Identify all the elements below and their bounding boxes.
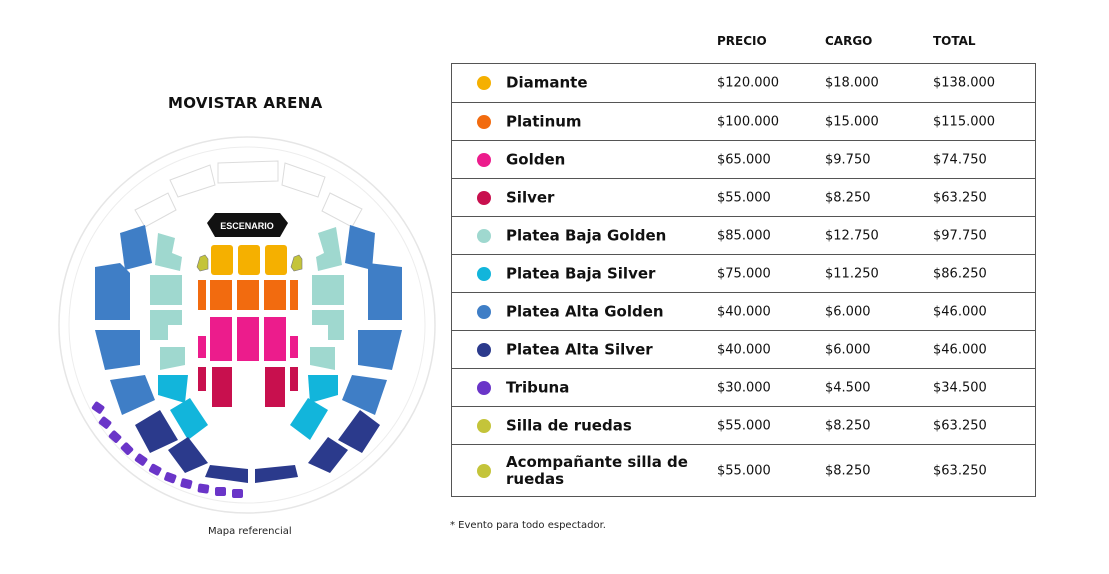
table-row: Tribuna $30.000 $4.500 $34.500 [452,368,1035,406]
zone-name: Silla de ruedas [506,416,632,434]
total-cell: $138.000 [933,75,996,91]
zone-silver [198,367,298,407]
seating-map: ESCENARIO [50,85,450,555]
zone-name: Acompañante silla de ruedas [506,452,688,488]
price-cell: $65.000 [717,152,771,167]
table-row: Silla de ruedas $55.000 $8.250 $63.250 [452,406,1035,444]
zone-color-dot [477,152,491,167]
zone-golden [198,317,298,361]
zone-name: Platea Baja Golden [506,226,667,244]
zone-diamante [211,245,287,275]
table-row: Platea Baja Golden $85.000 $12.750 $97.750 [452,216,1035,254]
zone-color-dot [477,114,491,129]
stage: ESCENARIO [207,213,288,237]
zone-color-dot [477,418,491,433]
table-row: Diamante $120.000 $18.000 $138.000 [452,64,1035,102]
fee-cell: $8.250 [825,463,871,478]
fee-cell: $18.000 [825,75,879,91]
table-row: Platea Alta Silver $40.000 $6.000 $46.000 [452,330,1035,368]
fee-cell: $6.000 [825,342,871,357]
wheelchair-markers [196,254,303,272]
zone-color-dot [477,380,491,395]
header-total: TOTAL [933,34,976,48]
zone-name: Platinum [506,112,582,130]
footnote: * Evento para todo espectador. [450,520,606,531]
total-cell: $63.250 [933,418,987,433]
fee-cell: $11.250 [825,266,879,281]
price-cell: $55.000 [717,463,771,478]
fee-cell: $8.250 [825,418,871,433]
zone-color-dot [477,190,491,205]
price-cell: $85.000 [717,228,771,243]
stage-label: ESCENARIO [220,221,274,231]
map-caption: Mapa referencial [208,526,292,537]
table-row: Golden $65.000 $9.750 $74.750 [452,140,1035,178]
zone-platea-baja-silver [158,375,338,440]
zone-color-dot [477,463,491,478]
header-precio: PRECIO [717,34,767,48]
fee-cell: $4.500 [825,380,871,395]
table-row: Platea Baja Silver $75.000 $11.250 $86.250 [452,254,1035,292]
zone-name: Silver [506,188,555,206]
price-cell: $30.000 [717,380,771,395]
table-row: Acompañante silla de ruedas $55.000 $8.250… [452,444,1035,496]
price-table: Diamante $120.000 $18.000 $138.000 Platinum $… [451,63,1036,497]
price-cell: $40.000 [717,342,771,357]
zone-platea-alta-golden [95,225,402,415]
total-cell: $34.500 [933,380,987,395]
zone-name: Platea Baja Silver [506,264,656,282]
zone-platea-alta-silver [135,410,380,483]
fee-cell: $8.250 [825,190,871,205]
zone-color-dot [477,266,491,281]
zone-platinum [198,280,298,310]
zone-color-dot [477,342,491,357]
total-cell: $46.000 [933,342,987,357]
price-cell: $55.000 [717,190,771,205]
total-cell: $86.250 [933,266,987,281]
zone-tribuna [91,401,243,498]
total-cell: $63.250 [933,190,987,205]
total-cell: $97.750 [933,228,987,243]
fee-cell: $6.000 [825,304,871,319]
zone-name: Golden [506,150,566,168]
total-cell: $46.000 [933,304,987,319]
venue-title: MOVISTAR ARENA [168,94,323,112]
price-cell: $55.000 [717,418,771,433]
fee-cell: $12.750 [825,228,879,243]
zone-name: Platea Alta Golden [506,302,664,320]
price-cell: $75.000 [717,266,771,281]
table-row: Silver $55.000 $8.250 $63.250 [452,178,1035,216]
zone-name: Platea Alta Silver [506,340,653,358]
fee-cell: $15.000 [825,114,879,129]
total-cell: $74.750 [933,152,987,167]
header-cargo: CARGO [825,34,873,48]
zone-name: Tribuna [506,378,570,396]
fee-cell: $9.750 [825,152,871,167]
price-cell: $120.000 [717,75,780,91]
total-cell: $63.250 [933,463,987,478]
zone-color-dot [477,228,491,243]
zone-color-dot [477,304,491,319]
table-row: Platea Alta Golden $40.000 $6.000 $46.000 [452,292,1035,330]
total-cell: $115.000 [933,114,996,129]
price-cell: $40.000 [717,304,771,319]
price-cell: $100.000 [717,114,780,129]
zone-name: Diamante [506,73,588,92]
table-row: Platinum $100.000 $15.000 $115.000 [452,102,1035,140]
zone-color-dot [477,76,491,90]
zone-platea-baja-golden [150,227,344,370]
seating-map-svg: ESCENARIO [58,136,436,514]
